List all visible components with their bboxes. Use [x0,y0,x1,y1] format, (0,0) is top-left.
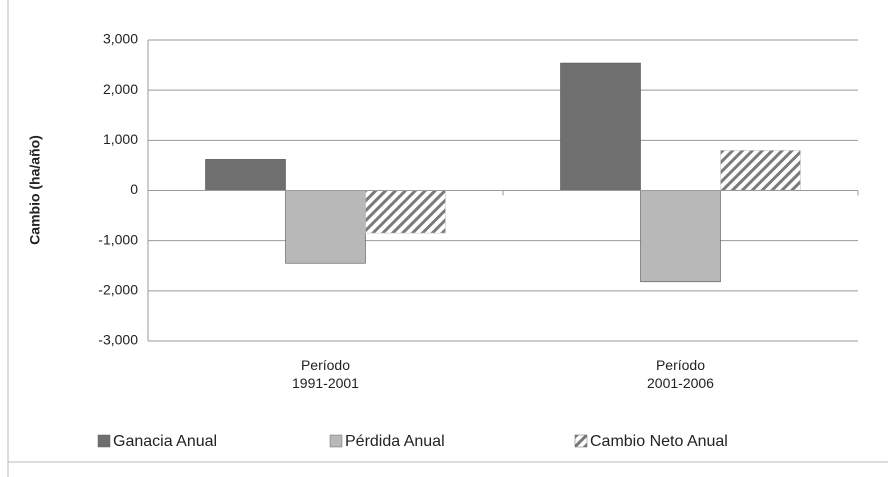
y-axis-title: Cambio (ha/año) [27,135,43,245]
y-tick-label: 2,000 [103,81,138,97]
x-tick-label: Período 2001-2006 [647,357,714,391]
bar [205,159,286,191]
legend-swatch [574,434,588,448]
legend-label: Cambio Neto Anual [590,433,728,450]
y-tick-label: -3,000 [98,332,138,348]
y-tick-label: 3,000 [103,31,138,47]
bar [285,190,366,264]
y-tick-label: 0 [130,181,138,197]
legend-label: Ganacia Anual [113,433,217,450]
legend-swatch [329,434,343,448]
legend-swatch [97,434,111,448]
y-tick-label: -1,000 [98,231,138,247]
bar [560,62,641,191]
y-tick-label: -2,000 [98,282,138,298]
x-tick-label: Período 1991-2001 [292,357,359,391]
bar [720,150,801,191]
bar [365,190,446,234]
legend-label: Pérdida Anual [345,433,445,450]
y-tick-label: 1,000 [103,131,138,147]
bar [640,190,721,283]
